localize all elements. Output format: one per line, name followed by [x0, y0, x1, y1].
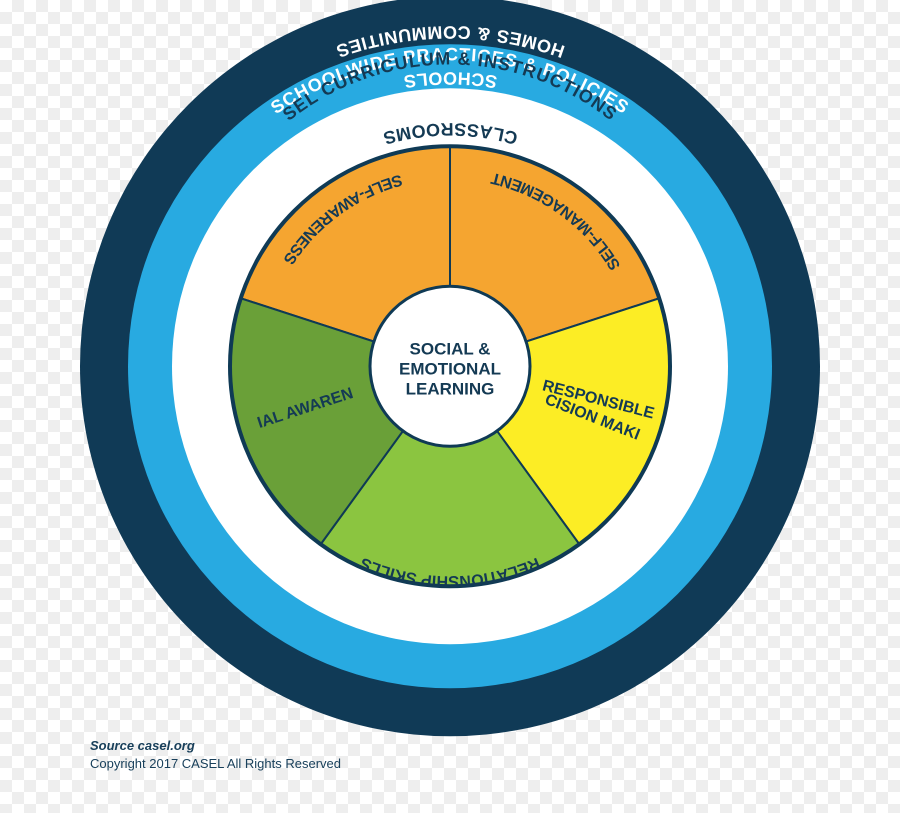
casel-wheel-diagram: SOCIAL &EMOTIONALLEARNINGHOMES & COMMUNI…	[70, 0, 830, 751]
wheel-svg: SOCIAL &EMOTIONALLEARNINGHOMES & COMMUNI…	[70, 0, 830, 746]
source-attribution: Source casel.org Copyright 2017 CASEL Al…	[90, 737, 341, 773]
source-line-2: Copyright 2017 CASEL All Rights Reserved	[90, 755, 341, 773]
hub-text: SOCIAL &EMOTIONALLEARNING	[399, 339, 501, 398]
source-line-1: Source casel.org	[90, 737, 341, 755]
